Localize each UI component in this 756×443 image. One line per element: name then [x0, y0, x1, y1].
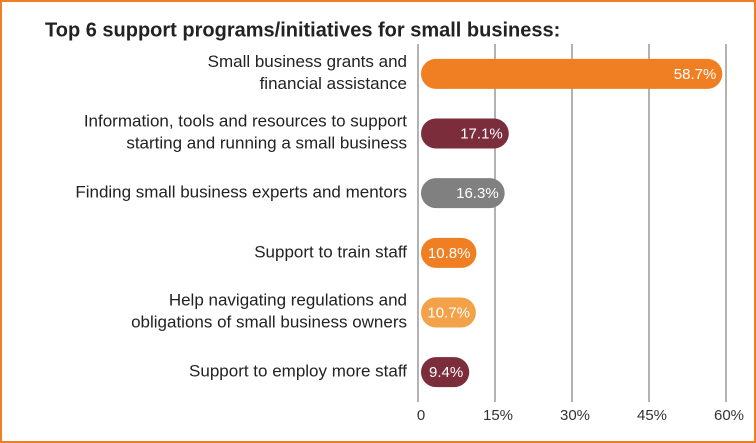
x-tick-label: 0 [417, 407, 425, 424]
y-tick-label: Help navigating regulations and obligatio… [131, 291, 407, 332]
value-label: 10.8% [428, 245, 471, 262]
bar [421, 237, 477, 268]
bar [421, 58, 723, 89]
value-label: 9.4% [429, 364, 463, 381]
chart-title: Top 6 support programs/initiatives for s… [45, 19, 560, 41]
value-label: 17.1% [460, 125, 503, 142]
bar [421, 297, 476, 328]
x-tick-label: 15% [483, 407, 513, 424]
value-label: 16.3% [456, 185, 499, 202]
x-tick-label: 45% [637, 407, 667, 424]
y-tick-label: Finding small business experts and mento… [75, 183, 407, 202]
bar [421, 357, 470, 388]
y-tick-label: Small business grants and financial assis… [208, 52, 407, 93]
value-label: 10.7% [427, 304, 470, 321]
bar [421, 118, 509, 149]
y-tick-label: Support to train staff [254, 242, 407, 261]
x-tick-label: 30% [560, 407, 590, 424]
y-tick-label: Information, tools and resources to supp… [84, 112, 407, 153]
bar [421, 178, 505, 209]
x-tick-label: 60% [714, 407, 744, 424]
y-tick-label: Support to employ more staff [189, 362, 407, 381]
value-label: 58.7% [674, 66, 717, 83]
